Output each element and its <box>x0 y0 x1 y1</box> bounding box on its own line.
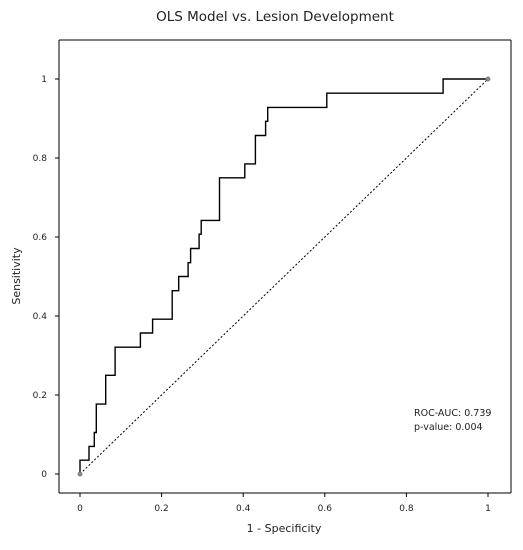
y-tick-label: 0.4 <box>33 312 48 322</box>
x-tick-label: 0.2 <box>154 504 168 514</box>
y-tick-label: 0.6 <box>33 233 48 243</box>
y-tick-label: 0 <box>41 470 47 480</box>
x-tick-label: 1 <box>485 504 491 514</box>
chart-title: OLS Model vs. Lesion Development <box>156 9 394 25</box>
x-tick-label: 0.8 <box>399 504 414 514</box>
y-tick-label: 0.8 <box>33 154 48 164</box>
endpoint-marker <box>77 471 83 477</box>
y-tick-label: 1 <box>41 75 47 85</box>
x-tick-label: 0 <box>77 504 83 514</box>
x-tick-label: 0.4 <box>236 504 251 514</box>
x-ticks: 0 0.2 0.4 0.6 0.8 1 <box>77 493 491 514</box>
p-value-annotation: p-value: 0.004 <box>414 422 483 433</box>
series-layer <box>79 78 489 475</box>
x-tick-label: 0.6 <box>318 504 333 514</box>
roc-curve-line <box>79 78 488 474</box>
chance-diagonal-line <box>79 78 489 475</box>
x-axis-label: 1 - Specificity <box>247 522 322 535</box>
endpoint-marker <box>485 76 491 82</box>
endpoint-markers <box>77 76 491 477</box>
y-axis-label: Sensitivity <box>10 247 23 305</box>
y-tick-label: 0.2 <box>33 391 47 401</box>
roc-auc-annotation: ROC-AUC: 0.739 <box>414 408 491 419</box>
y-ticks: 0 0.2 0.4 0.6 0.8 1 <box>33 75 59 480</box>
